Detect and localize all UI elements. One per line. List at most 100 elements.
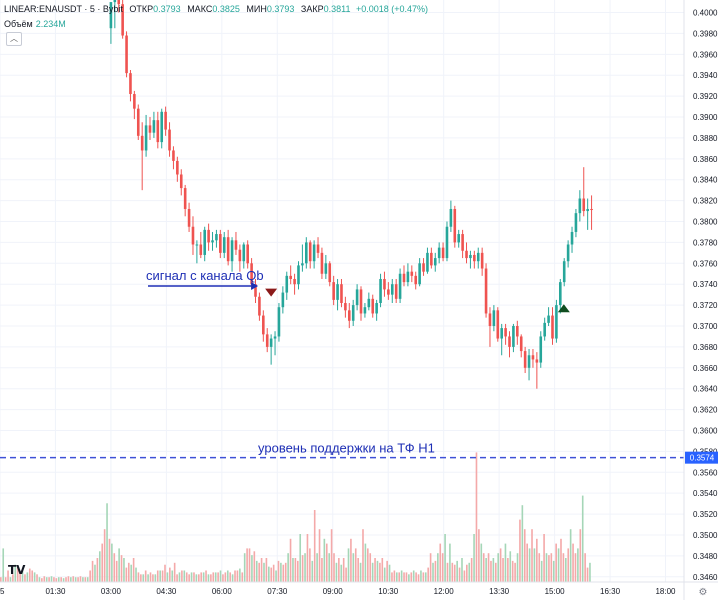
volume-bar [523,529,526,582]
volume-bar [79,576,82,582]
volume-bar [263,562,265,582]
volume-bar [386,560,388,582]
volume-bar [374,558,376,582]
volume-bar [485,558,487,582]
candle-body [512,326,515,347]
volume-bar [161,570,164,582]
candle-body [136,108,140,136]
volume-bar [294,558,297,582]
volume-bar [415,572,417,582]
candle-body [508,336,511,347]
volume-bar [403,572,405,582]
chevron-up-icon[interactable]: ︿ [6,32,22,46]
tradingview-logo: TV [8,563,26,577]
candle-body [418,263,421,285]
volume-bar [130,564,133,582]
volume-bar [45,577,48,582]
volume-bar [400,570,403,582]
candle-body [379,278,382,304]
volume-bar [507,558,509,582]
volume-bar [325,543,328,582]
volume-bar [26,572,29,582]
volume-bar [526,543,528,582]
volume-bar [193,572,195,582]
volume-bar [405,572,408,582]
volume-bar [140,574,142,582]
price-tick-label: 0.3860 [693,155,718,164]
candle-body [433,258,437,266]
volume-bar [408,574,410,582]
volume-bar [43,576,46,582]
volume-bar [456,560,458,582]
volume-bar [494,562,497,582]
volume-bar [94,564,96,582]
volume-bar [441,553,444,582]
candle-body [262,315,265,335]
candle-body [500,328,503,339]
support-level-label: уровень поддержки на ТФ H1 [258,441,435,456]
volume-bar [572,543,574,582]
candle-body [523,351,527,368]
candle-body [457,234,461,243]
price-tick-label: 0.3900 [693,113,718,122]
price-tick-label: 0.3500 [693,531,718,540]
volume-bar [311,560,314,582]
time-axis[interactable]: 15 01:30 03:00 04:30 06:00 07:30 09:00 10:30 12:… [0,581,718,596]
candle-body [473,254,476,262]
volume-bar [169,567,171,582]
candle-body [164,111,167,130]
annotations: уровень поддержки на ТФ H1 сигнал с канал… [0,268,684,459]
volume-bar [487,553,490,582]
volume-bar [427,567,429,582]
close-value: 0.3811 [323,4,351,14]
volume-bar [55,578,58,582]
candle-body [207,229,210,243]
volume-bar [439,543,442,582]
price-axis[interactable]: 0.4000 0.3980 0.3960 0.3940 0.3920 0.3900 0.38… [683,0,718,600]
price-tick-label: 0.3480 [693,552,718,561]
volume-bar [164,564,166,582]
volume-bar [584,553,586,582]
volume-bar [350,538,352,582]
volume-bar [197,574,200,582]
volume-bar [19,572,21,582]
candle-body [336,284,339,300]
candle-body [133,94,136,109]
volume-bar [144,570,147,582]
time-tick-label: 18:00 [655,587,676,596]
candle-body [316,244,320,253]
candle-body [363,307,367,314]
volume-bar [434,560,437,582]
volume-bar [248,548,251,582]
time-tick-label: 07:30 [267,587,288,596]
volume-bar [589,562,591,582]
candle-body [246,244,249,264]
volume-bar [195,574,198,582]
volume-bar [309,548,311,582]
candle-body [559,282,562,306]
candle-body [426,252,429,272]
volume-bar [567,548,570,582]
volume-bar [258,562,260,582]
candle-body [250,263,253,285]
volume-bar [536,538,538,582]
volume-bar [108,538,111,582]
candle-body [461,234,464,251]
volume-bar [548,555,550,582]
volume-bar [57,577,60,582]
candle-body [215,234,218,241]
gear-icon[interactable]: ⚙ [698,587,708,598]
volume-bar [280,562,282,582]
volume-bar [50,576,53,582]
volume-bar [461,558,463,582]
volume-bar [502,558,504,582]
candle-body [527,355,531,368]
volume-bar [347,548,350,582]
candle-body [191,226,195,245]
volume-bar [287,553,289,582]
volume-bar [521,505,524,582]
volume-bar [345,567,347,582]
volume-bar [14,564,17,582]
volume-bar [65,577,67,582]
